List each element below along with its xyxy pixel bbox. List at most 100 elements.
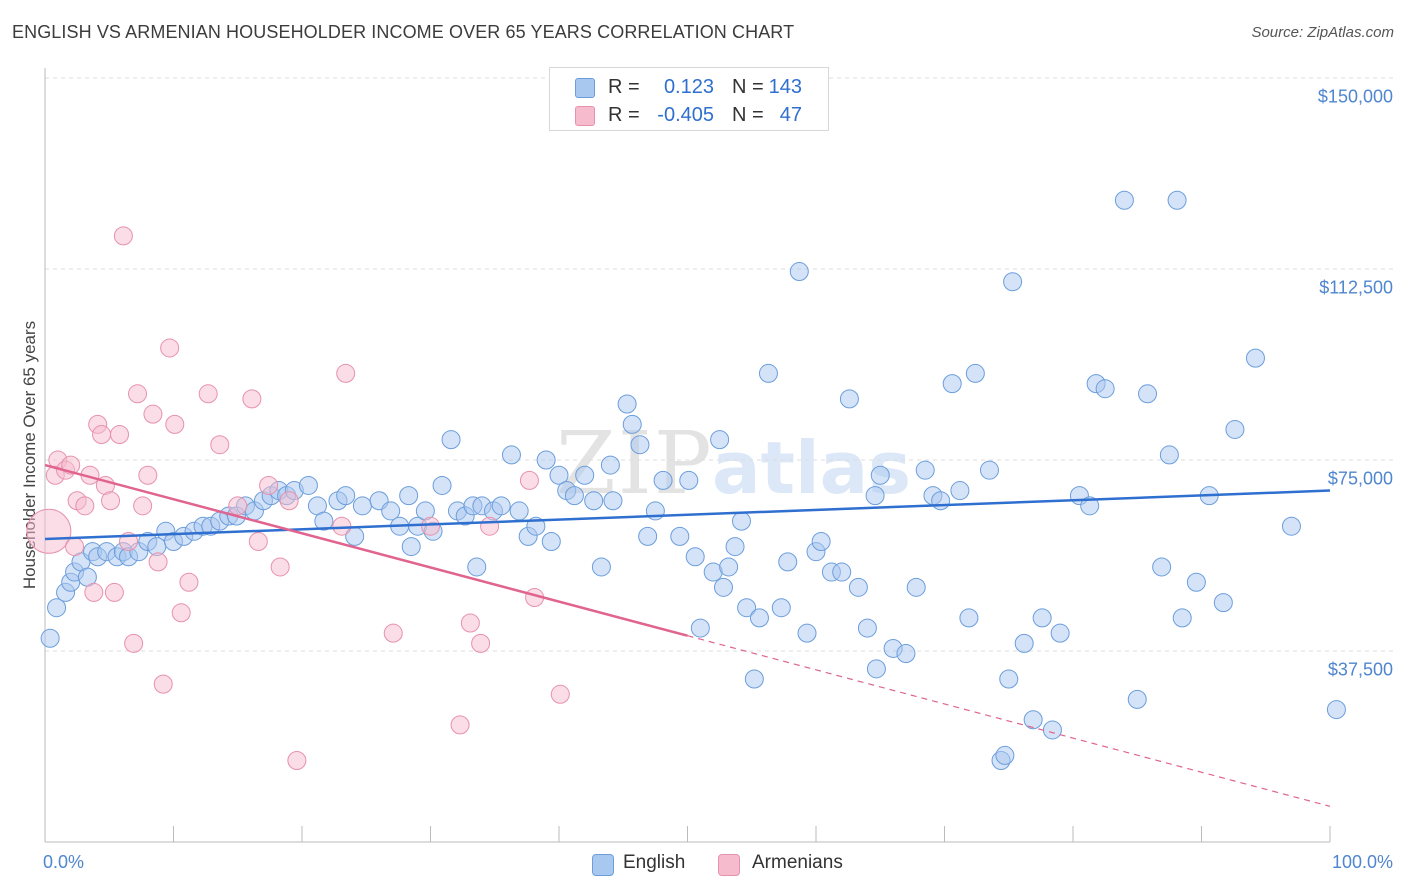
armenian-point <box>421 516 440 536</box>
english-point <box>1095 379 1115 399</box>
armenian-point <box>279 491 299 511</box>
legend-n-label: N = <box>732 76 764 98</box>
english-point <box>725 537 745 557</box>
legend-r-label: R = <box>608 104 640 126</box>
armenian-point <box>460 613 480 633</box>
english-point <box>690 618 710 638</box>
trend-lines <box>44 463 1331 807</box>
english-point <box>1014 633 1034 653</box>
armenian-point <box>287 751 307 771</box>
english-point <box>617 394 637 414</box>
y-tick-label: $112,500 <box>1319 277 1393 298</box>
english-point <box>870 465 890 485</box>
english-point <box>965 363 985 383</box>
english-point <box>1186 572 1206 592</box>
chart-title: ENGLISH VS ARMENIAN HOUSEHOLDER INCOME O… <box>12 22 795 42</box>
english-point <box>399 486 419 506</box>
english-point <box>832 562 852 582</box>
english-point <box>999 669 1019 689</box>
english-point <box>1281 516 1301 536</box>
bottom-legend-swatch-armenians <box>718 854 740 876</box>
english-point <box>758 363 778 383</box>
armenian-point <box>336 363 356 383</box>
english-point <box>653 470 673 490</box>
english-point <box>603 491 623 511</box>
english-point <box>979 460 999 480</box>
english-point <box>600 455 620 475</box>
english-point <box>501 445 521 465</box>
english-point <box>670 526 690 546</box>
english-point <box>710 430 730 450</box>
english-point <box>630 435 650 455</box>
english-point <box>942 374 962 394</box>
legend: R = 0.123 N = 143 R = -0.405 N = 47 <box>549 67 829 131</box>
english-point <box>549 465 569 485</box>
armenian-point <box>259 475 279 495</box>
armenian-point <box>165 414 185 434</box>
armenian-point <box>104 582 124 602</box>
x-tick-label-min: 0.0% <box>43 852 85 872</box>
english-point <box>950 481 970 501</box>
english-point <box>575 465 595 485</box>
english-point <box>1003 272 1023 292</box>
english-point <box>591 557 611 577</box>
english-point <box>536 450 556 470</box>
armenian-point <box>160 338 180 358</box>
english-point <box>622 414 642 434</box>
bottom-legend-label-armenians: Armenians <box>752 852 843 873</box>
armenian-point <box>383 623 403 643</box>
armenian-point <box>92 425 112 445</box>
armenian-point <box>471 633 491 653</box>
english-point <box>1138 384 1158 404</box>
legend-r-label: R = <box>608 76 640 98</box>
y-tick-label: $150,000 <box>1317 86 1393 107</box>
armenian-point <box>148 552 168 572</box>
english-point <box>1114 190 1134 210</box>
english-point <box>1245 348 1265 368</box>
english-point <box>1213 593 1233 613</box>
armenian-point <box>110 425 130 445</box>
armenian-point <box>84 582 104 602</box>
english-point <box>811 531 831 551</box>
bottom-legend-swatch-english <box>592 854 614 876</box>
english-point <box>896 644 916 664</box>
legend-row-armenians: R = -0.405 N = 47 <box>550 101 828 129</box>
english-point <box>1080 496 1100 516</box>
english-point <box>719 557 739 577</box>
english-point <box>797 623 817 643</box>
english-point <box>771 598 791 618</box>
english-point <box>778 552 798 572</box>
axes <box>44 68 1331 843</box>
armenian-point <box>248 531 268 551</box>
y-tick-label: $37,500 <box>1327 659 1393 680</box>
armenian-point <box>26 508 72 554</box>
armenian-point <box>113 226 133 246</box>
armenian-point <box>124 633 144 653</box>
armenian-point <box>270 557 290 577</box>
english-point <box>298 475 318 495</box>
armenian-point <box>65 537 85 557</box>
english-point <box>1023 710 1043 730</box>
english-point <box>432 475 452 495</box>
bottom-legend-label-english: English <box>623 852 686 873</box>
english-point <box>749 608 769 628</box>
armenian-point <box>550 684 570 704</box>
armenian-point <box>128 384 148 404</box>
y-tick-label: $75,000 <box>1327 468 1393 489</box>
english-point <box>1032 608 1052 628</box>
english-point <box>314 511 334 531</box>
english-point <box>959 608 979 628</box>
armenian-point <box>228 496 248 516</box>
english-point <box>865 486 885 506</box>
english-point <box>352 496 372 516</box>
armenian-point <box>143 404 163 424</box>
english-point <box>1167 190 1187 210</box>
english-point <box>737 598 757 618</box>
english-point <box>336 486 356 506</box>
english-point <box>638 526 658 546</box>
english-point <box>848 577 868 597</box>
armenian-point <box>75 496 95 516</box>
english-point <box>679 470 699 490</box>
legend-row-english: R = 0.123 N = 143 <box>550 73 828 101</box>
legend-swatch-armenians <box>575 106 595 126</box>
